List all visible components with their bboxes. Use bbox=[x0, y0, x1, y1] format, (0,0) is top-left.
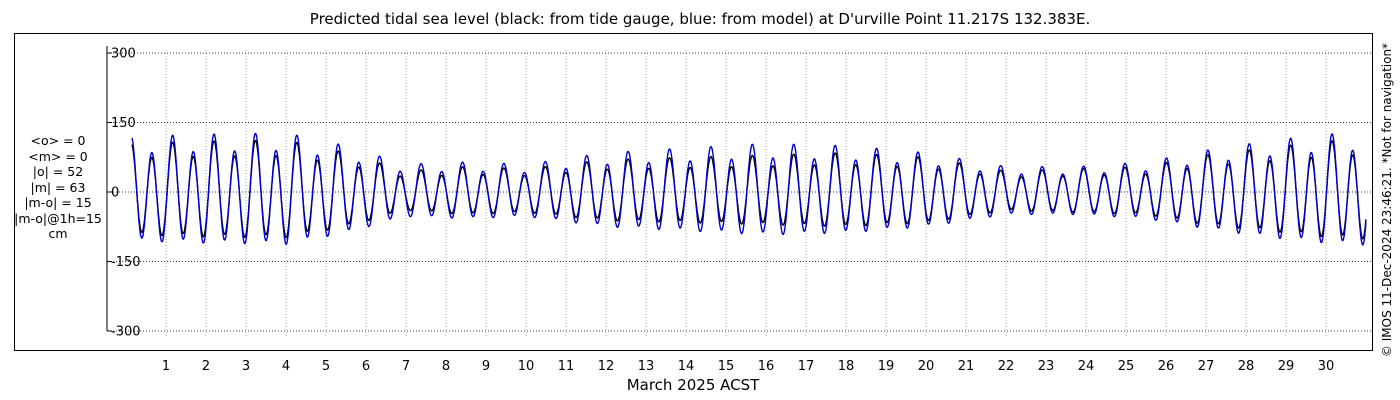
x-tick-label: 21 bbox=[958, 359, 975, 374]
x-tick-label: 19 bbox=[878, 359, 895, 374]
stat-abs-diff-1h: |m-o|@1h=15 bbox=[14, 210, 102, 226]
y-tick-label: -150 bbox=[111, 255, 141, 270]
x-tick-label: 4 bbox=[282, 359, 290, 374]
x-tick-label: 17 bbox=[798, 359, 815, 374]
x-tick-label: 9 bbox=[482, 359, 490, 374]
series-lines bbox=[131, 132, 1367, 246]
stat-mean-observed: <o> = 0 bbox=[30, 133, 86, 148]
y-ticks: -300 -150 0 150 300 bbox=[107, 47, 141, 340]
x-tick-label: 24 bbox=[1078, 359, 1095, 374]
x-tick-label: 6 bbox=[362, 359, 370, 374]
x-tick-label: 3 bbox=[242, 359, 250, 374]
stat-abs-diff: |m-o| = 15 bbox=[24, 195, 92, 210]
grid-lines bbox=[107, 50, 1372, 337]
y-tick-label: 300 bbox=[111, 47, 136, 62]
x-tick-label: 26 bbox=[1158, 359, 1175, 374]
x-tick-label: 2 bbox=[202, 359, 210, 374]
x-tick-label: 15 bbox=[718, 359, 735, 374]
x-tick-label: 29 bbox=[1278, 359, 1295, 374]
x-tick-label: 8 bbox=[442, 359, 450, 374]
x-tick-label: 11 bbox=[558, 359, 575, 374]
y-tick-label: 0 bbox=[111, 186, 119, 201]
x-tick-label: 5 bbox=[322, 359, 330, 374]
x-axis-label: March 2025 ACST bbox=[626, 376, 760, 394]
stat-unit: cm bbox=[48, 226, 68, 241]
x-tick-label: 30 bbox=[1318, 359, 1335, 374]
chart-title: Predicted tidal sea level (black: from t… bbox=[309, 10, 1091, 28]
x-tick-label: 27 bbox=[1198, 359, 1215, 374]
y-tick-label: 150 bbox=[111, 116, 136, 131]
x-tick-label: 16 bbox=[758, 359, 775, 374]
credit-text: © IMOS 11-Dec-2024 23:46:21. *Not for na… bbox=[1380, 42, 1394, 358]
stat-abs-model: |m| = 63 bbox=[30, 179, 86, 195]
plot-frame bbox=[14, 33, 1373, 351]
x-tick-label: 14 bbox=[678, 359, 695, 374]
stat-abs-observed: |o| = 52 bbox=[32, 164, 84, 179]
x-tick-label: 18 bbox=[838, 359, 855, 374]
x-tick-label: 22 bbox=[998, 359, 1015, 374]
x-ticks: 1 2 3 4 5 6 7 8 9 10 11 12 13 14 15 16 17 18 19 20 21 22 23 24 2… bbox=[162, 359, 1334, 374]
stat-mean-model: <m> = 0 bbox=[28, 148, 88, 164]
x-tick-label: 28 bbox=[1238, 359, 1255, 374]
model-series-line bbox=[131, 132, 1367, 246]
x-tick-label: 20 bbox=[918, 359, 935, 374]
y-tick-label: -300 bbox=[111, 325, 141, 340]
x-tick-label: 12 bbox=[598, 359, 615, 374]
credit-note: © IMOS 11-Dec-2024 23:46:21. *Not for na… bbox=[1380, 2, 1394, 398]
statistics-panel: <o> = 0 <m> = 0 |o| = 52 |m| = 63 |m-o| … bbox=[8, 133, 108, 242]
x-tick-label: 23 bbox=[1038, 359, 1055, 374]
x-tick-label: 25 bbox=[1118, 359, 1135, 374]
x-tick-label: 1 bbox=[162, 359, 170, 374]
x-tick-label: 7 bbox=[402, 359, 410, 374]
x-tick-label: 10 bbox=[518, 359, 535, 374]
x-tick-label: 13 bbox=[638, 359, 655, 374]
